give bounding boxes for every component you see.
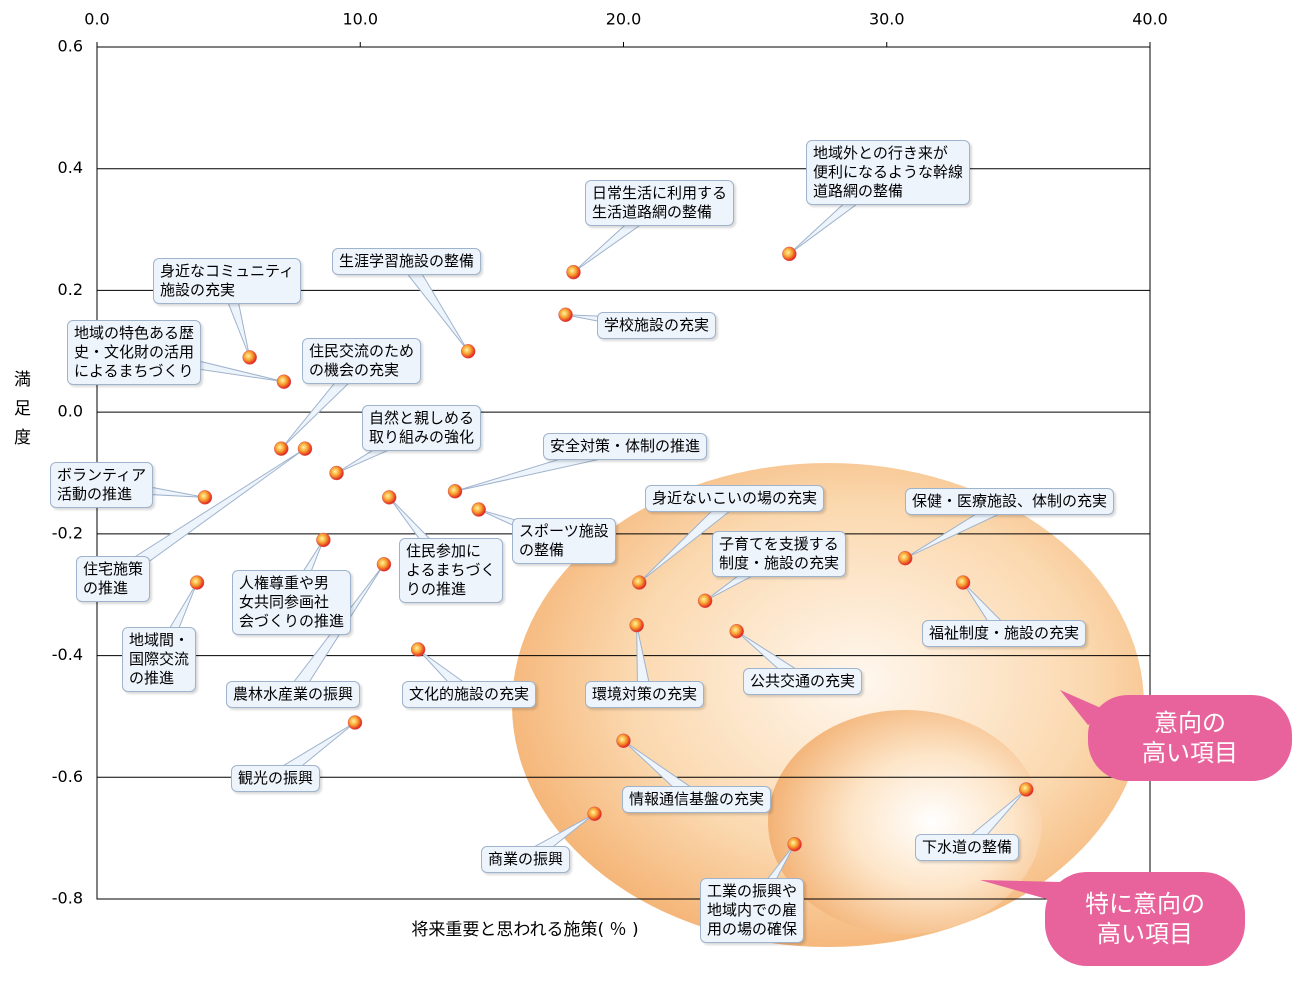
point-label: スポーツ施設 の整備: [512, 518, 616, 564]
point-label: 地域外との行き来が 便利になるような幹線 道路網の整備: [806, 140, 971, 205]
y-tick-label: -0.6: [52, 767, 83, 786]
point-label: 子育てを支援する 制度・施設の充実: [712, 531, 847, 577]
point: [447, 484, 463, 499]
point: [1019, 782, 1034, 797]
point: [955, 575, 971, 590]
point-label: 観光の振興: [231, 765, 321, 792]
x-tick-label: 10.0: [342, 10, 378, 29]
point: [729, 623, 744, 639]
point: [381, 490, 397, 505]
y-tick-label: 0.2: [58, 280, 83, 299]
point: [616, 733, 631, 749]
point-label: 下水道の整備: [915, 834, 1020, 861]
point-label: 地域間・ 国際交流 の推進: [122, 627, 197, 692]
y-tick-label: -0.2: [52, 523, 83, 542]
point-label: ボランティア 活動の推進: [50, 462, 154, 508]
point-label: 住民参加に よるまちづく りの推進: [399, 538, 503, 603]
point: [897, 550, 913, 566]
point-label: 工業の振興や 地域内での雇 用の場の確保: [700, 878, 805, 943]
point: [587, 806, 602, 822]
y-axis-label: 満足度: [10, 370, 30, 457]
point: [329, 465, 344, 481]
point: [471, 502, 486, 517]
point-label: 農林水産業の振興: [226, 681, 361, 708]
x-axis-label: 将来重要と思われる施策( ％ ): [411, 920, 639, 940]
y-tick-label: 0.6: [58, 37, 83, 56]
point-label: 地域の特色ある歴 史・文化財の活用 によるまちづくり: [67, 320, 202, 385]
point: [347, 715, 363, 730]
x-tick-label: 30.0: [869, 10, 905, 29]
point: [782, 246, 797, 262]
point-label: 福祉制度・施設の充実: [922, 620, 1087, 647]
y-tick-label: 0.4: [58, 158, 83, 177]
point: [629, 617, 644, 633]
x-tick-label: 20.0: [606, 10, 642, 29]
point-label: 学校施設の充実: [597, 312, 717, 339]
point-label: 自然と親しめる 取り組みの強化: [362, 405, 482, 451]
point: [297, 441, 313, 456]
point-label: 住宅施策 の推進: [76, 556, 151, 602]
point: [376, 557, 392, 572]
point: [189, 575, 205, 590]
point: [460, 344, 476, 359]
annotation: 意向の 高い項目: [1088, 695, 1292, 781]
point-label: 住民交流のため の機会の充実: [302, 338, 422, 384]
point: [276, 374, 292, 389]
x-tick-label: 40.0: [1132, 10, 1168, 29]
point-label: 商業の振興: [481, 846, 571, 873]
point-label: 情報通信基盤の充実: [622, 786, 772, 813]
point: [697, 593, 713, 609]
x-tick-label: 0.0: [84, 10, 109, 29]
point-label: 日常生活に利用する 生活道路網の整備: [585, 180, 735, 226]
y-tick-label: -0.8: [52, 889, 83, 908]
point-label: 公共交通の充実: [743, 668, 863, 695]
point-label: 人権尊重や男 女共同参画社 会づくりの推進: [232, 570, 352, 635]
point: [242, 350, 257, 365]
point: [197, 490, 213, 505]
point: [558, 307, 573, 323]
point-label: 保健・医療施設、体制の充実: [905, 488, 1115, 515]
point-label: 身近ないこいの場の充実: [645, 485, 825, 512]
very-high-region: [768, 710, 1042, 934]
point-label: 生涯学習施設の整備: [332, 248, 482, 275]
point: [410, 642, 426, 657]
annotation: 特に意向の 高い項目: [1045, 872, 1245, 966]
point: [316, 532, 331, 548]
y-tick-label: -0.4: [52, 645, 83, 664]
point-label: 文化的施設の充実: [402, 681, 537, 708]
point-label: 身近なコミュニティ 施設の充実: [153, 258, 302, 304]
point: [787, 836, 802, 852]
callout-tail: [980, 880, 1060, 900]
point-label: 安全対策・体制の推進: [543, 433, 708, 460]
point: [274, 441, 289, 456]
point: [632, 575, 647, 590]
point: [566, 264, 581, 280]
y-tick-label: 0.0: [58, 402, 83, 421]
point-label: 環境対策の充実: [585, 681, 705, 708]
